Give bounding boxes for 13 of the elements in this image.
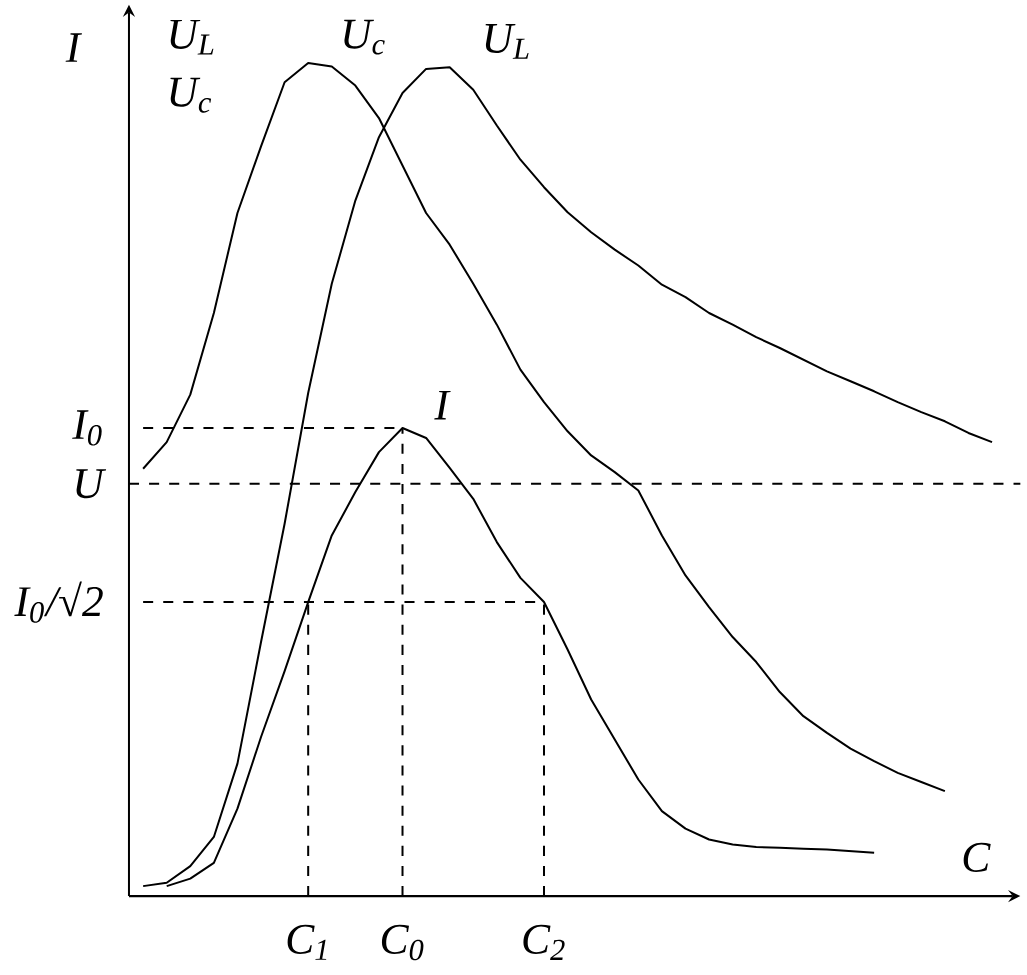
series-label: U$_{L}$ bbox=[485, 24, 529, 59]
x-axis-title: C bbox=[963, 842, 991, 873]
y-axis-title: I bbox=[65, 33, 82, 62]
x-tick-label: C$_{0}$ bbox=[381, 924, 424, 961]
series-label: I$_{0}$ bbox=[72, 410, 102, 446]
series-label: I bbox=[434, 391, 451, 420]
series-label: U$_{c}$ bbox=[344, 19, 385, 55]
text: U$_{L}$ bbox=[170, 20, 214, 55]
series-label: I$_{0}$/√2 bbox=[14, 581, 103, 623]
x-tick-label: C$_{2}$ bbox=[523, 924, 565, 960]
ref-line-label: U bbox=[76, 469, 107, 499]
annotation: U$_{c}$ bbox=[170, 77, 212, 113]
x-tick-label: C$_{1}$ bbox=[287, 924, 327, 960]
